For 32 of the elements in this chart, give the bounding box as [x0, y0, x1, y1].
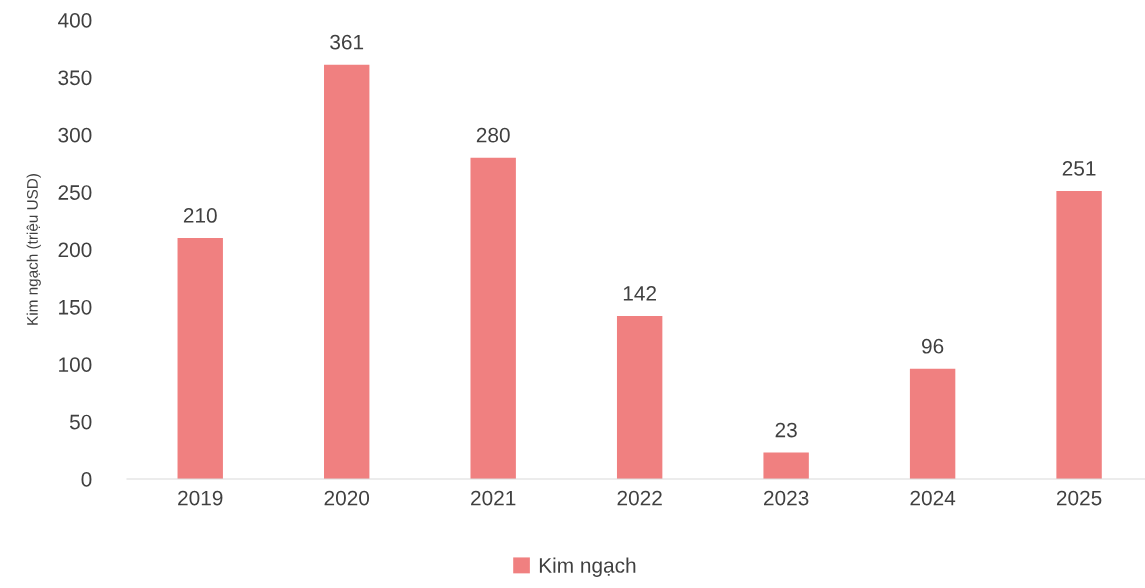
- bar: [1056, 190, 1102, 479]
- y-tick-label: 50: [69, 414, 92, 430]
- x-tick-label: 2022: [617, 490, 662, 506]
- y-tick-label: 0: [81, 472, 92, 487]
- bar: [763, 452, 809, 479]
- y-axis-title: Kim ngạch (triệu USD): [26, 174, 41, 325]
- x-tick-label: 2025: [1056, 490, 1102, 506]
- y-tick-label: 200: [58, 242, 92, 258]
- bar: [177, 238, 223, 479]
- data-label: 142: [623, 286, 656, 301]
- bar: [324, 64, 370, 479]
- legend-label: Kim ngạch: [539, 557, 636, 577]
- y-tick-label: 350: [58, 70, 92, 86]
- y-tick-label: 100: [59, 357, 92, 372]
- bar: [616, 316, 663, 479]
- x-tick-label: 2023: [764, 490, 809, 506]
- bar: [909, 368, 956, 479]
- data-label: 23: [775, 422, 797, 438]
- y-tick-label: 400: [58, 13, 92, 28]
- x-tick-label: 2019: [178, 490, 223, 506]
- y-tick-label: 250: [58, 185, 92, 200]
- x-tick-label: 2024: [910, 490, 956, 506]
- data-label: 280: [476, 127, 510, 143]
- y-tick-label: 300: [58, 127, 92, 143]
- x-tick-label: 2020: [324, 490, 370, 506]
- data-label: 361: [330, 34, 364, 50]
- data-label: 210: [183, 208, 217, 223]
- bar: [470, 157, 516, 479]
- y-tick-label: 150: [59, 299, 92, 315]
- data-label: 251: [1062, 161, 1096, 176]
- data-label: 96: [922, 338, 944, 354]
- x-tick-label: 2021: [471, 490, 516, 506]
